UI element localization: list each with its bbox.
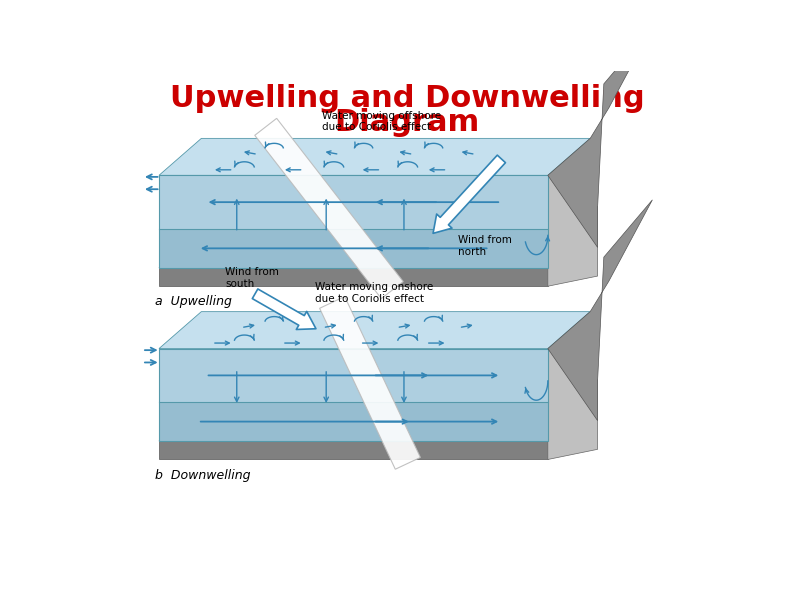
Text: b  Downwelling: b Downwelling — [155, 469, 251, 482]
Polygon shape — [159, 441, 548, 459]
Polygon shape — [548, 200, 653, 421]
Text: Water moving onshore
due to Coriolis effect: Water moving onshore due to Coriolis eff… — [314, 283, 433, 304]
Polygon shape — [548, 349, 598, 459]
Text: Wind from
north: Wind from north — [458, 235, 512, 256]
Text: a  Upwelling: a Upwelling — [155, 296, 232, 308]
Polygon shape — [320, 296, 420, 469]
Polygon shape — [548, 176, 598, 286]
Polygon shape — [159, 349, 548, 402]
Text: Upwelling and Downwelling: Upwelling and Downwelling — [170, 84, 644, 114]
Polygon shape — [159, 404, 590, 441]
Text: Diagram: Diagram — [334, 108, 480, 137]
Polygon shape — [159, 139, 590, 176]
Polygon shape — [159, 231, 590, 268]
Polygon shape — [255, 118, 403, 299]
FancyArrowPatch shape — [433, 155, 506, 233]
Polygon shape — [159, 268, 548, 286]
FancyArrowPatch shape — [252, 289, 316, 330]
Polygon shape — [159, 402, 548, 441]
Polygon shape — [159, 176, 548, 229]
Polygon shape — [548, 27, 653, 248]
Text: Wind from
south: Wind from south — [225, 267, 279, 289]
Polygon shape — [159, 312, 590, 349]
Polygon shape — [159, 229, 548, 268]
Text: Water moving offshore
due to Coriolis effect: Water moving offshore due to Coriolis ef… — [322, 111, 441, 132]
